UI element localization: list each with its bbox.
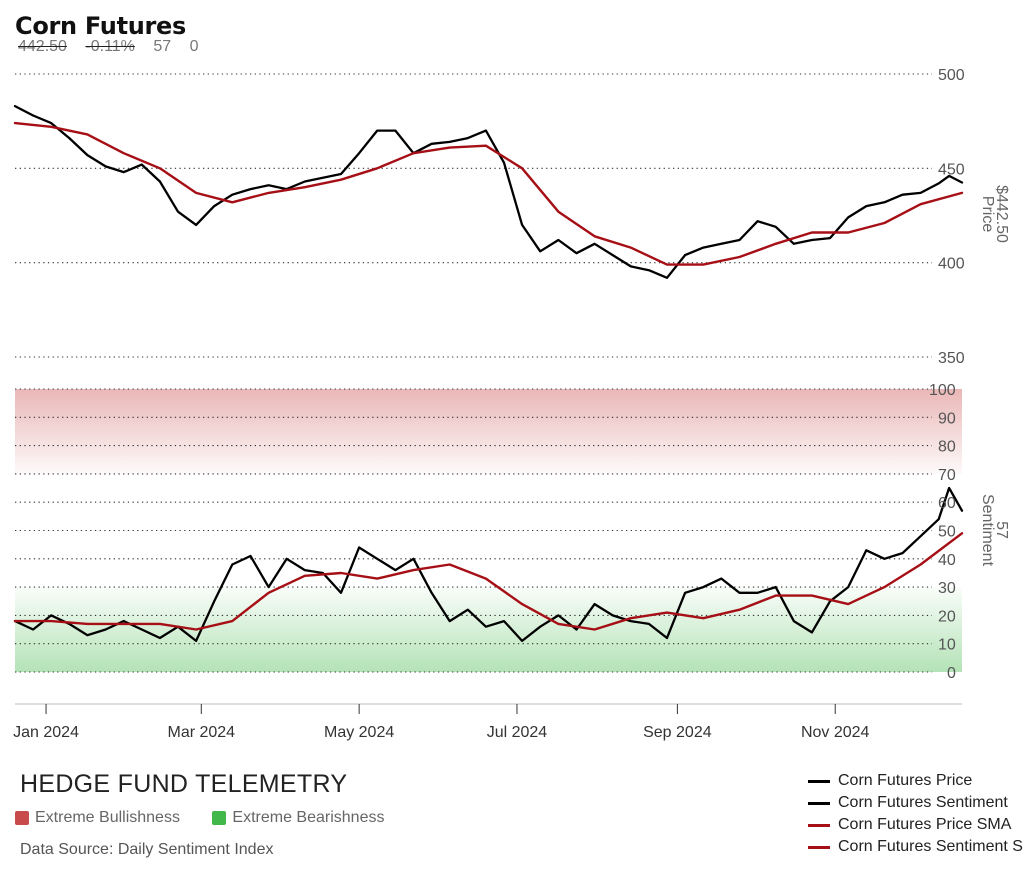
sentiment-tick-label: 90 <box>938 410 956 427</box>
price-axis-label-line-0: Price <box>979 196 996 233</box>
last-sentiment: 57 <box>153 38 172 55</box>
price-change: -0.11% <box>85 38 135 55</box>
extra-value: 0 <box>189 38 199 55</box>
sentiment-tick-label: 0 <box>947 665 956 682</box>
sentiment-tick-label: 80 <box>938 439 956 456</box>
legend-item-sentiment-sma[interactable]: Corn Futures Sentiment SMA <box>808 836 1024 858</box>
legend-label: Corn Futures Price SMA <box>838 816 1012 833</box>
corn-futures-sentiment-line <box>13 486 964 643</box>
line-swatch-icon <box>808 845 830 849</box>
sentiment-tick-label: 70 <box>938 467 956 484</box>
line-swatch-icon <box>808 801 830 805</box>
price-axis-label: Price$442.50 <box>979 185 1010 243</box>
series-legend: Corn Futures Price Corn Futures Sentimen… <box>808 770 1024 858</box>
price-tick-label: 400 <box>938 256 965 273</box>
zones-layer <box>15 389 962 672</box>
bear-swatch-icon <box>212 811 227 825</box>
sentiment-tick-label: 10 <box>938 637 956 654</box>
sentiment-tick-label: 20 <box>938 608 956 625</box>
data-source: Data Source: Daily Sentiment Index <box>20 841 274 858</box>
sentiment-tick-label: 50 <box>938 524 956 541</box>
brand-name: HEDGE FUND TELEMETRY <box>20 770 348 798</box>
series-layer <box>13 104 964 643</box>
sentiment-axis-label-line-1: 57 <box>993 521 1010 539</box>
legend-label: Corn Futures Price <box>838 772 973 789</box>
x-tick-label: Nov 2024 <box>801 724 870 741</box>
x-tick-label: May 2024 <box>324 724 394 741</box>
x-tick-label: Mar 2024 <box>167 724 235 741</box>
legend-item-price-sma[interactable]: Corn Futures Price SMA <box>808 814 1024 836</box>
legend-item-sentiment[interactable]: Corn Futures Sentiment <box>808 792 1024 814</box>
zone-bull-band <box>15 389 962 474</box>
corn-futures-price-line <box>13 104 964 279</box>
zone-bear: Extreme Bearishness <box>212 809 384 827</box>
corn-futures-sentiment-sma-line <box>13 532 964 631</box>
legend-label: Corn Futures Sentiment <box>838 794 1008 811</box>
chart-title: Corn Futures <box>15 12 187 40</box>
price-tick-label: 350 <box>938 350 965 367</box>
price-tick-label: 450 <box>938 161 965 178</box>
legend-label: Corn Futures Sentiment SMA <box>838 838 1024 855</box>
sentiment-tick-label: 100 <box>929 382 956 399</box>
grid-layer <box>15 73 962 714</box>
zone-bear-label: Extreme Bearishness <box>232 809 385 826</box>
sentiment-tick-label: 60 <box>938 495 956 512</box>
sentiment-tick-label: 30 <box>938 580 956 597</box>
bull-swatch-icon <box>15 811 29 825</box>
last-price: 442.50 <box>18 38 67 55</box>
zone-legend: Extreme Bullishness Extreme Bearishness <box>15 809 412 830</box>
price-axis-label-line-1: $442.50 <box>993 185 1010 243</box>
x-tick-label: Jul 2024 <box>487 724 548 741</box>
zone-bear-band <box>15 587 962 672</box>
quote-line: 442.50 -0.11% 57 0 <box>18 38 213 56</box>
price-tick-label: 500 <box>938 67 965 84</box>
line-swatch-icon <box>808 823 830 827</box>
zone-bull-label: Extreme Bullishness <box>35 809 180 826</box>
line-swatch-icon <box>808 779 830 783</box>
zone-bull: Extreme Bullishness <box>15 809 180 827</box>
sentiment-axis-label-line-0: Sentiment <box>979 494 996 567</box>
x-tick-label: Sep 2024 <box>643 724 712 741</box>
legend-item-price[interactable]: Corn Futures Price <box>808 770 1024 792</box>
corn-futures-price-sma-line <box>13 121 964 266</box>
sentiment-tick-label: 40 <box>938 552 956 569</box>
x-tick-label: Jan 2024 <box>13 724 79 741</box>
